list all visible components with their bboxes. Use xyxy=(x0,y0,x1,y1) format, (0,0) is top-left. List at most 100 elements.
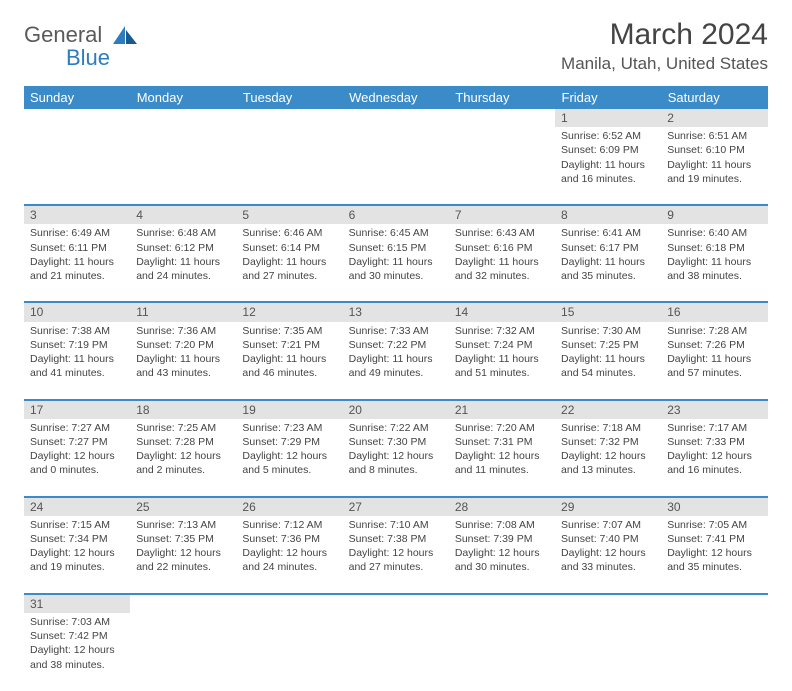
daynum-row: 31 xyxy=(24,594,768,613)
day-content-cell: Sunrise: 7:10 AMSunset: 7:38 PMDaylight:… xyxy=(343,516,449,594)
day-content-cell xyxy=(24,127,130,205)
day-content-cell: Sunrise: 6:40 AMSunset: 6:18 PMDaylight:… xyxy=(661,224,767,302)
sunset-text: Sunset: 7:26 PM xyxy=(667,338,761,352)
day-number-cell: 31 xyxy=(24,594,130,613)
sunrise-text: Sunrise: 7:22 AM xyxy=(349,421,443,435)
daylight-text: Daylight: 11 hours and 49 minutes. xyxy=(349,352,443,380)
day-number-cell: 18 xyxy=(130,400,236,419)
daylight-text: Daylight: 12 hours and 13 minutes. xyxy=(561,449,655,477)
sunset-text: Sunset: 6:18 PM xyxy=(667,241,761,255)
content-row: Sunrise: 7:27 AMSunset: 7:27 PMDaylight:… xyxy=(24,419,768,497)
daylight-text: Daylight: 11 hours and 24 minutes. xyxy=(136,255,230,283)
day-number-cell: 1 xyxy=(555,109,661,127)
content-row: Sunrise: 7:03 AMSunset: 7:42 PMDaylight:… xyxy=(24,613,768,691)
day-number-cell: 27 xyxy=(343,497,449,516)
sunrise-text: Sunrise: 7:18 AM xyxy=(561,421,655,435)
sunrise-text: Sunrise: 7:20 AM xyxy=(455,421,549,435)
daynum-row: 10111213141516 xyxy=(24,302,768,321)
sunset-text: Sunset: 7:28 PM xyxy=(136,435,230,449)
day-content-cell: Sunrise: 7:27 AMSunset: 7:27 PMDaylight:… xyxy=(24,419,130,497)
daylight-text: Daylight: 11 hours and 35 minutes. xyxy=(561,255,655,283)
day-content-cell: Sunrise: 7:15 AMSunset: 7:34 PMDaylight:… xyxy=(24,516,130,594)
sunset-text: Sunset: 6:17 PM xyxy=(561,241,655,255)
day-number-cell: 16 xyxy=(661,302,767,321)
day-number-cell: 24 xyxy=(24,497,130,516)
sunrise-text: Sunrise: 7:30 AM xyxy=(561,324,655,338)
day-number-cell xyxy=(236,594,342,613)
weekday-header: Friday xyxy=(555,86,661,109)
day-content-cell xyxy=(236,613,342,691)
weekday-header: Sunday xyxy=(24,86,130,109)
sunrise-text: Sunrise: 6:41 AM xyxy=(561,226,655,240)
daylight-text: Daylight: 12 hours and 5 minutes. xyxy=(242,449,336,477)
daylight-text: Daylight: 12 hours and 30 minutes. xyxy=(455,546,549,574)
day-content-cell: Sunrise: 7:35 AMSunset: 7:21 PMDaylight:… xyxy=(236,322,342,400)
daynum-row: 24252627282930 xyxy=(24,497,768,516)
sunset-text: Sunset: 6:15 PM xyxy=(349,241,443,255)
sunset-text: Sunset: 7:19 PM xyxy=(30,338,124,352)
sunset-text: Sunset: 7:36 PM xyxy=(242,532,336,546)
day-number-cell xyxy=(449,109,555,127)
daylight-text: Daylight: 11 hours and 57 minutes. xyxy=(667,352,761,380)
logo: General Blue xyxy=(24,24,139,70)
sunset-text: Sunset: 7:33 PM xyxy=(667,435,761,449)
day-content-cell xyxy=(236,127,342,205)
sunset-text: Sunset: 7:38 PM xyxy=(349,532,443,546)
sunset-text: Sunset: 6:16 PM xyxy=(455,241,549,255)
day-number-cell: 7 xyxy=(449,205,555,224)
day-content-cell: Sunrise: 7:38 AMSunset: 7:19 PMDaylight:… xyxy=(24,322,130,400)
day-content-cell: Sunrise: 7:03 AMSunset: 7:42 PMDaylight:… xyxy=(24,613,130,691)
daylight-text: Daylight: 12 hours and 22 minutes. xyxy=(136,546,230,574)
day-number-cell: 10 xyxy=(24,302,130,321)
calendar-table: SundayMondayTuesdayWednesdayThursdayFrid… xyxy=(24,86,768,691)
day-content-cell xyxy=(130,127,236,205)
day-content-cell: Sunrise: 6:46 AMSunset: 6:14 PMDaylight:… xyxy=(236,224,342,302)
weekday-header: Saturday xyxy=(661,86,767,109)
day-content-cell: Sunrise: 6:51 AMSunset: 6:10 PMDaylight:… xyxy=(661,127,767,205)
day-content-cell: Sunrise: 7:33 AMSunset: 7:22 PMDaylight:… xyxy=(343,322,449,400)
sunrise-text: Sunrise: 7:08 AM xyxy=(455,518,549,532)
sunset-text: Sunset: 7:35 PM xyxy=(136,532,230,546)
sunrise-text: Sunrise: 7:33 AM xyxy=(349,324,443,338)
sunset-text: Sunset: 7:27 PM xyxy=(30,435,124,449)
day-content-cell: Sunrise: 7:05 AMSunset: 7:41 PMDaylight:… xyxy=(661,516,767,594)
day-number-cell: 15 xyxy=(555,302,661,321)
sunrise-text: Sunrise: 6:40 AM xyxy=(667,226,761,240)
daylight-text: Daylight: 11 hours and 38 minutes. xyxy=(667,255,761,283)
daylight-text: Daylight: 11 hours and 16 minutes. xyxy=(561,158,655,186)
sunrise-text: Sunrise: 7:12 AM xyxy=(242,518,336,532)
day-number-cell: 14 xyxy=(449,302,555,321)
sunrise-text: Sunrise: 7:15 AM xyxy=(30,518,124,532)
day-number-cell: 17 xyxy=(24,400,130,419)
day-number-cell: 28 xyxy=(449,497,555,516)
day-content-cell: Sunrise: 7:32 AMSunset: 7:24 PMDaylight:… xyxy=(449,322,555,400)
sunrise-text: Sunrise: 7:35 AM xyxy=(242,324,336,338)
sunrise-text: Sunrise: 6:45 AM xyxy=(349,226,443,240)
sunrise-text: Sunrise: 7:38 AM xyxy=(30,324,124,338)
day-content-cell: Sunrise: 6:43 AMSunset: 6:16 PMDaylight:… xyxy=(449,224,555,302)
day-content-cell: Sunrise: 7:07 AMSunset: 7:40 PMDaylight:… xyxy=(555,516,661,594)
sunrise-text: Sunrise: 6:49 AM xyxy=(30,226,124,240)
day-content-cell: Sunrise: 7:22 AMSunset: 7:30 PMDaylight:… xyxy=(343,419,449,497)
sunset-text: Sunset: 7:39 PM xyxy=(455,532,549,546)
sunset-text: Sunset: 7:41 PM xyxy=(667,532,761,546)
daylight-text: Daylight: 12 hours and 35 minutes. xyxy=(667,546,761,574)
sunset-text: Sunset: 6:14 PM xyxy=(242,241,336,255)
day-number-cell xyxy=(343,109,449,127)
sunset-text: Sunset: 7:29 PM xyxy=(242,435,336,449)
logo-sail-icon xyxy=(113,26,139,46)
header: General Blue March 2024 Manila, Utah, Un… xyxy=(24,18,768,82)
sunset-text: Sunset: 7:31 PM xyxy=(455,435,549,449)
sunrise-text: Sunrise: 7:10 AM xyxy=(349,518,443,532)
weekday-header: Tuesday xyxy=(236,86,342,109)
sunrise-text: Sunrise: 7:17 AM xyxy=(667,421,761,435)
content-row: Sunrise: 6:49 AMSunset: 6:11 PMDaylight:… xyxy=(24,224,768,302)
day-number-cell: 2 xyxy=(661,109,767,127)
sunset-text: Sunset: 7:21 PM xyxy=(242,338,336,352)
day-content-cell xyxy=(661,613,767,691)
sunset-text: Sunset: 7:24 PM xyxy=(455,338,549,352)
daylight-text: Daylight: 12 hours and 27 minutes. xyxy=(349,546,443,574)
day-number-cell: 9 xyxy=(661,205,767,224)
daylight-text: Daylight: 11 hours and 43 minutes. xyxy=(136,352,230,380)
day-number-cell xyxy=(236,109,342,127)
